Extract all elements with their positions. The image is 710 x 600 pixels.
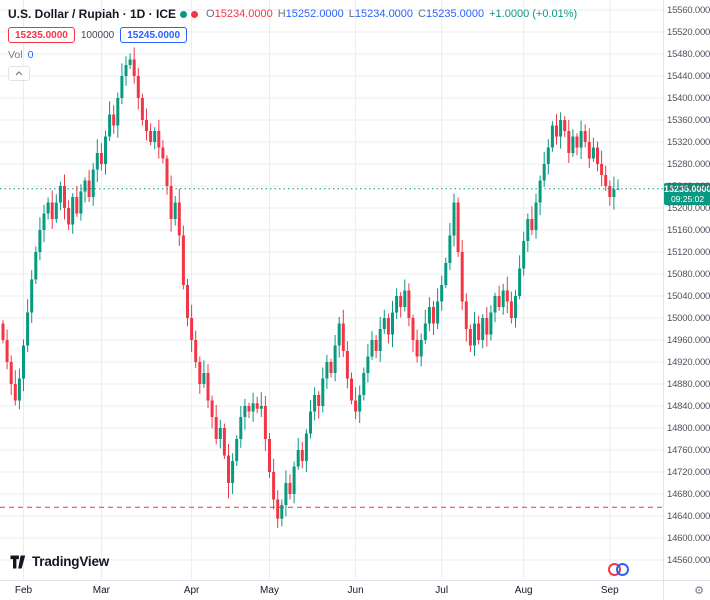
legend-title-row: U.S. Dollar / Rupiah · 1D · ICE O15234.0… [8, 5, 577, 23]
axis-corner: ⚙ [663, 580, 710, 600]
price-axis-label: 14680.0000 [667, 489, 710, 500]
data-provider-icon[interactable] [608, 562, 634, 577]
legend: U.S. Dollar / Rupiah · 1D · ICE O15234.0… [8, 5, 577, 81]
time-axis-label: Feb [14, 585, 33, 596]
symbol-title[interactable]: U.S. Dollar / Rupiah · 1D · ICE [8, 7, 177, 21]
price-axis-label: 14560.0000 [667, 555, 710, 566]
current-price-value: 15235.0000 [664, 183, 710, 194]
collapse-pane-button[interactable] [8, 66, 30, 81]
price-axis-label: 14840.0000 [667, 401, 710, 412]
time-axis-label: Aug [514, 585, 533, 596]
time-axis[interactable]: Feb Mar Apr May Jun Jul Aug Sep [0, 580, 663, 600]
bar-countdown: 09:25:02 [670, 193, 705, 204]
current-price-badge: 15235.0000 09:25:02 [664, 182, 710, 205]
price-axis-label: 15560.0000 [667, 5, 710, 16]
price-axis-label: 15200.0000 [667, 203, 710, 214]
price-axis-label: 15440.0000 [667, 71, 710, 82]
price-axis-label: 14600.0000 [667, 533, 710, 544]
candlestick-chart[interactable] [0, 0, 663, 580]
price-axis-label: 15040.0000 [667, 291, 710, 302]
high-value: 15252.0000 [285, 8, 344, 20]
grid-layer [0, 0, 663, 580]
close-label: C [418, 8, 426, 20]
quantity-field[interactable]: 100000 [80, 29, 115, 41]
chevron-up-icon [15, 71, 23, 76]
price-axis-label: 15480.0000 [667, 49, 710, 60]
time-axis-label: Sep [600, 585, 619, 596]
ohlc-values: O15234.0000 H15252.0000 L15234.0000 C152… [206, 8, 577, 20]
time-axis-label: Jun [347, 585, 364, 596]
price-axis-label: 14760.0000 [667, 445, 710, 456]
volume-value: 0 [27, 49, 34, 61]
settings-gear-icon[interactable]: ⚙ [694, 585, 704, 597]
price-axis-label: 14640.0000 [667, 511, 710, 522]
legend-menu-dot-icon[interactable] [191, 10, 199, 18]
volume-label[interactable]: Vol [8, 49, 23, 61]
market-status-dot-icon[interactable] [180, 10, 188, 18]
order-buttons-row: 15235.0000 100000 15245.0000 [8, 27, 577, 43]
price-axis-label: 14920.0000 [667, 357, 710, 368]
low-label: L [348, 8, 355, 20]
low-value: 15234.0000 [354, 8, 414, 20]
open-label: O [206, 8, 215, 20]
open-value: 15234.0000 [214, 8, 273, 20]
change-value: +1.0000 (+0.01%) [489, 8, 578, 20]
price-axis-label: 15240.0000 [667, 181, 710, 192]
volume-row: Vol 0 [8, 49, 577, 61]
sell-button[interactable]: 15235.0000 [8, 27, 75, 43]
tradingview-wordmark: TradingView [32, 554, 110, 569]
price-axis-label: 15280.0000 [667, 159, 710, 170]
price-axis-label: 15080.0000 [667, 269, 710, 280]
time-axis-label: Mar [92, 585, 110, 596]
time-axis-label: Apr [183, 585, 200, 596]
price-axis-label: 15000.0000 [667, 313, 710, 324]
tradingview-logo-icon [10, 555, 26, 568]
high-label: H [277, 8, 286, 20]
time-axis-label: May [260, 585, 279, 596]
price-axis-label: 14960.0000 [667, 335, 710, 346]
time-axis-label: Jul [435, 585, 449, 596]
tradingview-logo[interactable]: TradingView [10, 554, 109, 569]
price-axis-label: 15320.0000 [667, 137, 710, 148]
price-axis-label: 14800.0000 [667, 423, 710, 434]
price-axis-label: 15360.0000 [667, 115, 710, 126]
price-axis-label: 15400.0000 [667, 93, 710, 104]
price-axis-label: 15120.0000 [667, 247, 710, 258]
price-axis-label: 15160.0000 [667, 225, 710, 236]
price-axis[interactable]: 15235.0000 09:25:02 14560.0000 14600.0000… [663, 0, 710, 580]
candles-layer [1, 47, 620, 529]
buy-button[interactable]: 15245.0000 [120, 27, 188, 43]
provider-blue-circle-icon [616, 563, 629, 576]
close-value: 15235.0000 [426, 8, 485, 20]
price-axis-label: 14880.0000 [667, 379, 710, 390]
price-axis-label: 14720.0000 [667, 467, 710, 478]
price-axis-label: 15520.0000 [667, 27, 710, 38]
